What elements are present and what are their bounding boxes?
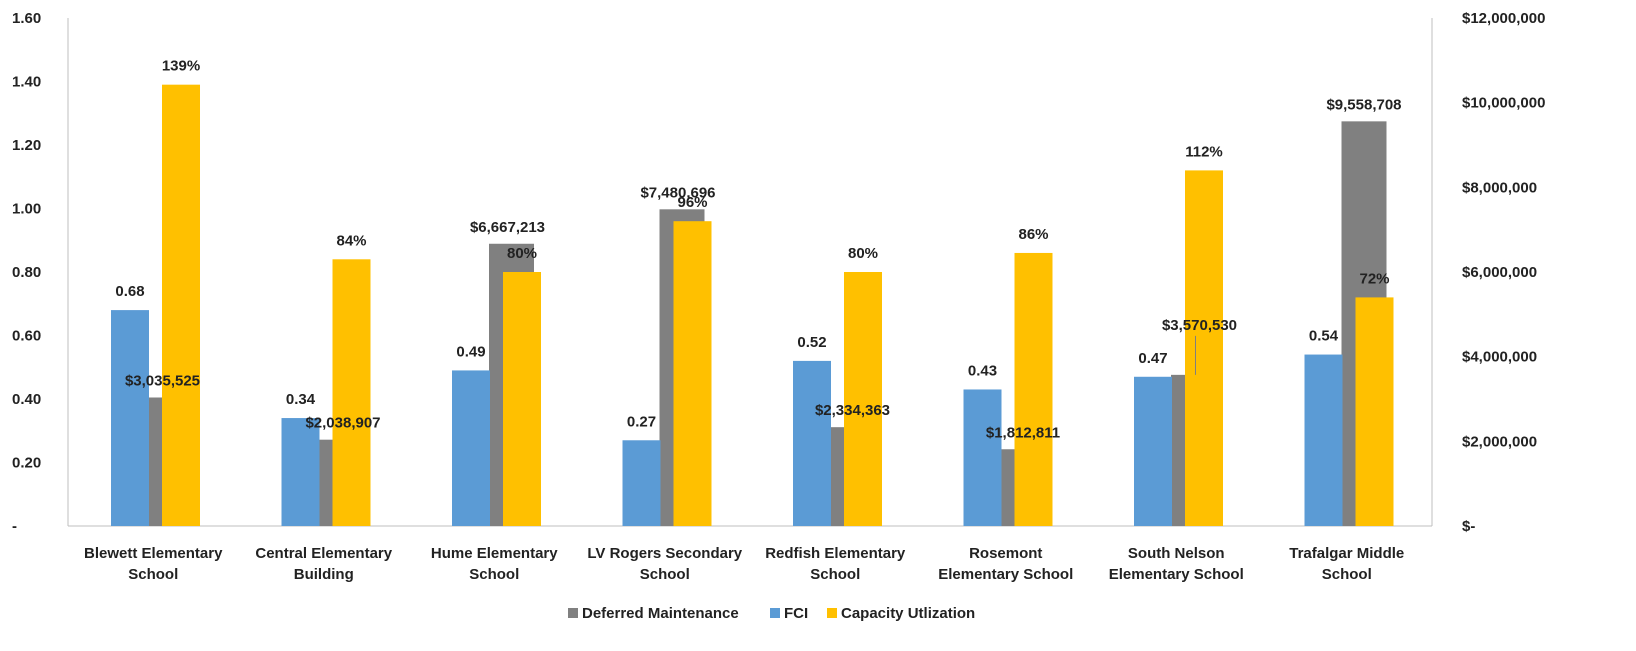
data-label-capacity-utilization: 139% <box>162 58 200 75</box>
data-label-fci: 0.54 <box>1309 328 1339 345</box>
bars-layer <box>111 84 1394 527</box>
data-labels-layer: 0.68 139% $3,035,525 0.34 84% $2,038,907 0.49 8… <box>115 58 1401 442</box>
category-label: South Nelson <box>1128 545 1225 562</box>
legend-swatch <box>568 608 578 618</box>
data-label-fci: 0.27 <box>627 413 656 430</box>
data-label-capacity-utilization: 80% <box>507 245 537 262</box>
category-label: School <box>1322 566 1372 583</box>
category-label: Hume Elementary <box>431 545 558 562</box>
category-label: Trafalgar Middle <box>1289 545 1404 562</box>
left-axis-tick-label: 0.60 <box>12 328 41 345</box>
left-axis-tick-label: 0.80 <box>12 264 41 281</box>
bar-fci <box>111 310 149 526</box>
category-label: Elementary School <box>1109 566 1244 583</box>
legend: Deferred Maintenance FCI Capacity Utlizati… <box>568 605 975 622</box>
bar-capacity-utilization <box>844 272 882 526</box>
data-label-fci: 0.52 <box>797 334 826 351</box>
right-axis-tick-label: $- <box>1462 518 1475 535</box>
data-label-capacity-utilization: 72% <box>1359 270 1389 287</box>
data-label-deferred-maintenance: $9,558,708 <box>1326 96 1401 113</box>
data-label-fci: 0.47 <box>1138 350 1167 367</box>
right-axis-tick-label: $2,000,000 <box>1462 433 1537 450</box>
left-axis-tick-label: 0.40 <box>12 391 41 408</box>
bar-capacity-utilization <box>673 221 712 526</box>
bar-fci <box>622 440 661 526</box>
category-label: LV Rogers Secondary <box>587 545 742 562</box>
bar-fci <box>963 389 1002 526</box>
bar-capacity-utilization <box>1014 252 1053 526</box>
data-label-capacity-utilization: 86% <box>1018 226 1048 243</box>
data-label-capacity-utilization: 112% <box>1185 143 1223 160</box>
category-label: Rosemont <box>969 545 1042 562</box>
data-label-capacity-utilization: 84% <box>336 232 366 249</box>
legend-label: Capacity Utlization <box>841 605 975 622</box>
left-axis-tick-label: 1.00 <box>12 201 41 218</box>
bar-capacity-utilization <box>1355 297 1394 526</box>
legend-swatch <box>827 608 837 618</box>
category-label: School <box>640 566 690 583</box>
data-label-deferred-maintenance: $7,480,696 <box>640 184 715 201</box>
category-label: School <box>810 566 860 583</box>
data-label-capacity-utilization: 80% <box>848 245 878 262</box>
right-axis-tick-label: $4,000,000 <box>1462 349 1537 366</box>
data-label-fci: 0.68 <box>115 283 144 300</box>
left-axis-tick-label: 1.20 <box>12 137 41 154</box>
bar-capacity-utilization <box>332 259 371 526</box>
data-label-deferred-maintenance: $6,667,213 <box>470 219 545 236</box>
data-label-deferred-maintenance: $1,812,811 <box>986 424 1060 441</box>
data-label-fci: 0.34 <box>286 391 316 408</box>
axes-layer: - 0.20 0.40 0.60 0.80 1.00 1.20 1.40 1.60 $- $2,00… <box>12 10 1545 583</box>
legend-label: FCI <box>784 605 808 622</box>
bar-capacity-utilization <box>162 84 200 527</box>
right-axis-tick-label: $10,000,000 <box>1462 95 1545 112</box>
data-label-deferred-maintenance: $2,334,363 <box>815 402 890 419</box>
bar-fci <box>793 360 831 526</box>
category-label: Building <box>294 566 354 583</box>
legend-label: Deferred Maintenance <box>582 605 739 622</box>
category-label: Redfish Elementary <box>765 545 906 562</box>
bar-capacity-utilization <box>503 272 541 526</box>
data-label-fci: 0.43 <box>968 362 997 379</box>
legend-swatch <box>770 608 780 618</box>
bar-fci <box>1134 376 1172 526</box>
data-label-deferred-maintenance: $3,035,525 <box>125 372 200 389</box>
right-axis-tick-label: $6,000,000 <box>1462 264 1537 281</box>
bar-fci <box>452 370 490 526</box>
category-label: Central Elementary <box>255 545 392 562</box>
right-axis-tick-label: $8,000,000 <box>1462 179 1537 196</box>
data-label-capacity-utilization: 96% <box>677 194 707 211</box>
data-label-deferred-maintenance: $2,038,907 <box>305 415 380 432</box>
left-axis-tick-label: 0.20 <box>12 455 41 472</box>
right-axis-tick-label: $12,000,000 <box>1462 10 1545 27</box>
bar-capacity-utilization <box>1185 170 1223 526</box>
left-axis-tick-label: 1.40 <box>12 74 41 91</box>
data-label-deferred-maintenance: $3,570,530 <box>1162 317 1237 334</box>
left-axis-tick-label: - <box>12 518 17 535</box>
category-label: Elementary School <box>938 566 1073 583</box>
category-label: Blewett Elementary <box>84 545 223 562</box>
bar-fci <box>281 418 320 526</box>
left-axis-tick-label: 1.60 <box>12 10 41 27</box>
category-label: School <box>469 566 519 583</box>
data-label-fci: 0.49 <box>456 343 485 360</box>
category-label: School <box>128 566 178 583</box>
bar-fci <box>1304 354 1343 526</box>
